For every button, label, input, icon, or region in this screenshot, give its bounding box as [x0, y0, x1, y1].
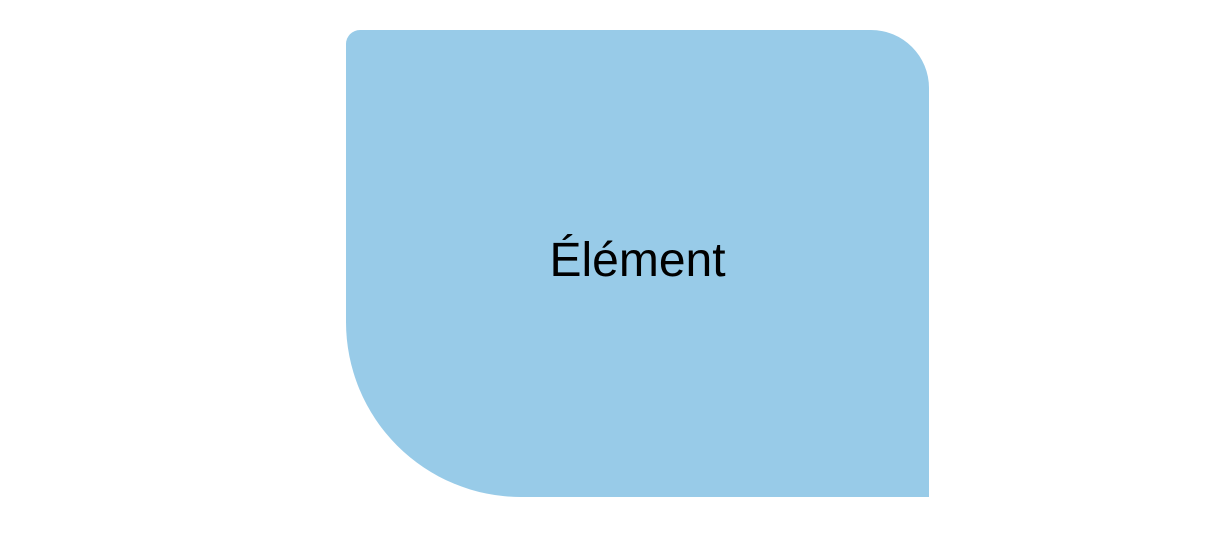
- rounded-shape-element[interactable]: Élément: [346, 30, 929, 497]
- shape-label: Élément: [549, 233, 726, 287]
